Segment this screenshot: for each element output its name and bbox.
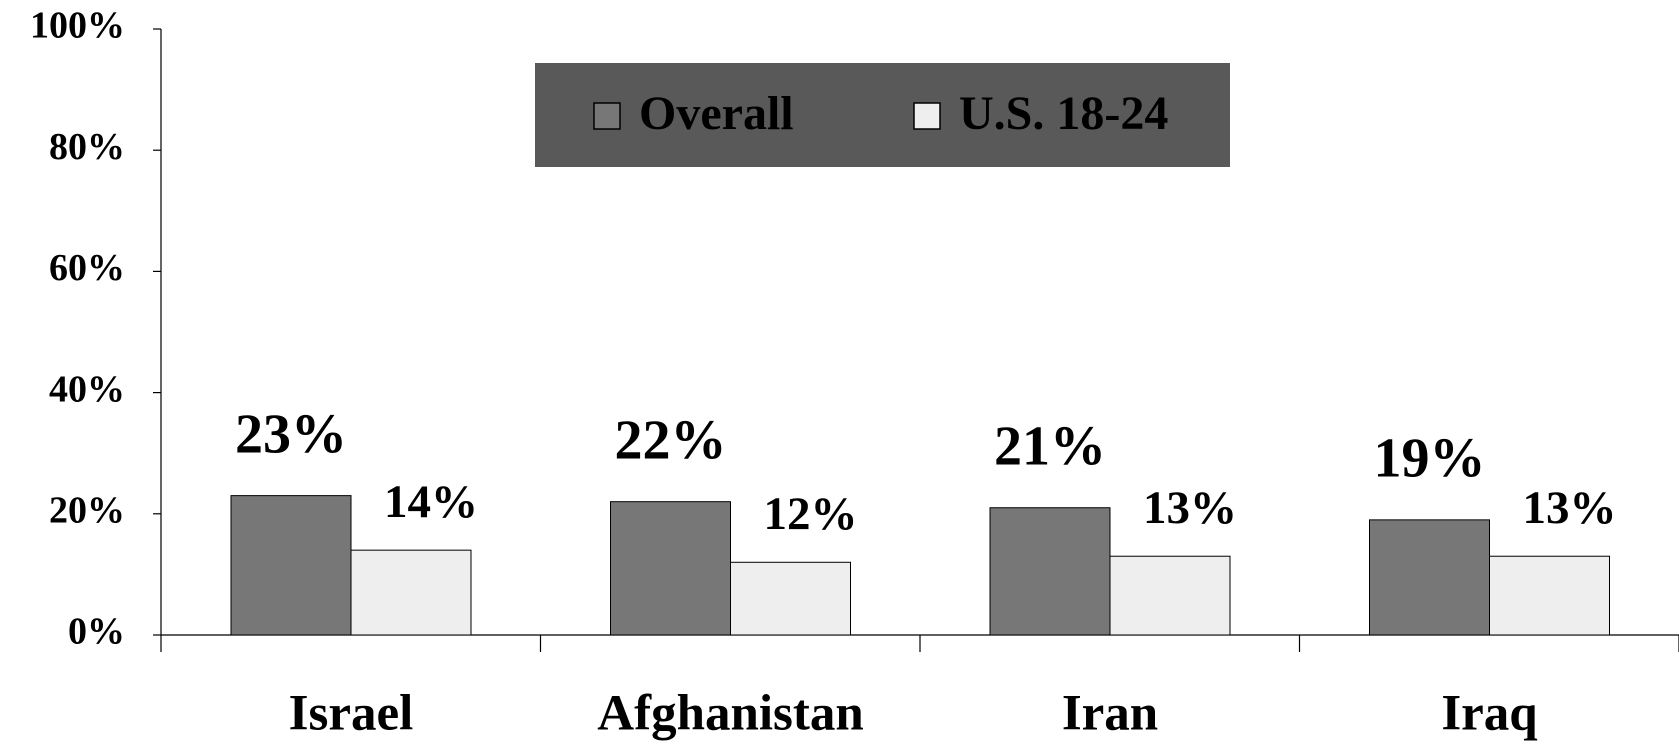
data-label: 22% [615,410,727,472]
bar [350,549,472,636]
y-tick-label: 0% [68,611,125,653]
data-label: 19% [1374,428,1486,490]
legend-box [535,63,1230,167]
data-label: 13% [1143,482,1237,534]
bar [1489,555,1610,636]
y-tick-label: 20% [49,490,125,532]
legend-label: Overall [639,87,794,140]
x-tick-label: Iran [1062,686,1158,742]
data-label: 13% [1523,482,1617,534]
legend-label: U.S. 18-24 [959,87,1168,140]
y-tick-label: 40% [49,368,125,410]
y-tick-label: 60% [49,247,125,289]
x-tick-label: Israel [289,686,414,742]
y-tick-label: 80% [49,126,125,168]
legend-swatch [593,102,621,130]
data-label: 23% [235,403,347,465]
x-tick-label: Iraq [1441,686,1537,742]
y-tick-label: 100% [30,5,125,47]
data-label: 21% [994,416,1106,478]
data-label: 14% [384,476,478,528]
x-tick-label: Afghanistan [597,686,863,742]
legend-swatch [913,102,941,130]
bar [1369,519,1490,636]
data-label: 12% [764,488,858,540]
bar [1109,555,1231,636]
bar [989,507,1111,636]
bar [730,561,851,636]
bar [610,501,731,636]
bar [230,495,352,636]
